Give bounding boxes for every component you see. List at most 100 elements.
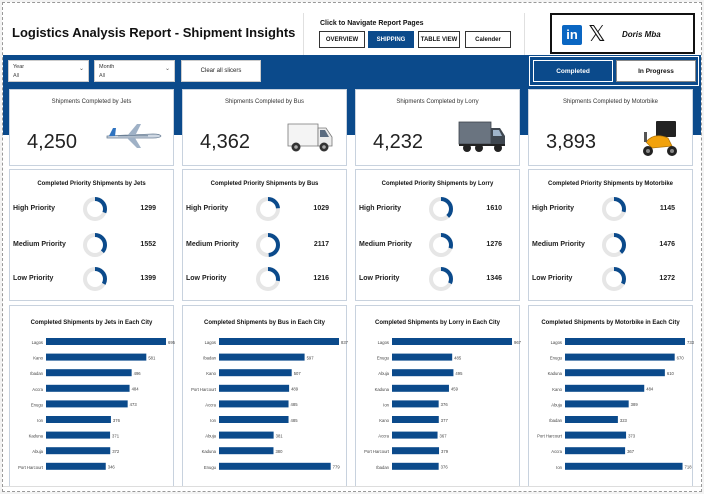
city-bar[interactable] <box>46 338 166 345</box>
chevron-down-icon[interactable]: ⌄ <box>164 66 170 72</box>
city-bar[interactable] <box>565 384 645 392</box>
city-tick-label: Lagos <box>378 340 389 345</box>
year-slicer[interactable]: Year All ⌄ <box>8 60 89 82</box>
gauge-fill[interactable] <box>83 233 107 257</box>
page-title: Logistics Analysis Report - Shipment Ins… <box>12 25 296 40</box>
city-bar[interactable] <box>392 447 440 455</box>
city-bar[interactable] <box>392 338 512 345</box>
nav-table-view-button[interactable]: TABLE VIEW <box>418 31 460 48</box>
kpi-card[interactable]: Shipments Completed by Jets 4,250 <box>9 89 174 166</box>
gauge-fill[interactable] <box>256 197 280 221</box>
priority-gauge <box>256 197 280 221</box>
gauge-fill[interactable] <box>602 197 626 221</box>
city-bar[interactable] <box>392 369 454 377</box>
x-icon[interactable]: 𝕏 <box>588 21 606 46</box>
priority-gauge <box>602 233 626 257</box>
priority-card-title: Completed Priority Shipments by Motorbik… <box>547 181 673 187</box>
city-bar[interactable] <box>219 338 339 345</box>
city-bar[interactable] <box>46 416 111 423</box>
city-bar[interactable] <box>392 400 439 408</box>
city-bar[interactable] <box>392 462 439 470</box>
motorbike-icon <box>638 118 682 165</box>
city-bar[interactable] <box>219 416 289 423</box>
priority-row: Medium Priority 1476 <box>529 230 692 260</box>
city-bar[interactable] <box>565 447 626 455</box>
gauge-fill[interactable] <box>83 267 107 291</box>
city-bar-data-label: 373 <box>628 433 636 438</box>
linkedin-icon[interactable]: in <box>562 25 582 45</box>
month-slicer-label: Month <box>99 64 115 70</box>
kpi-card[interactable]: Shipments Completed by Lorry 4,232 <box>355 89 520 166</box>
city-bar[interactable] <box>565 369 665 377</box>
city-bar[interactable] <box>46 431 111 439</box>
city-bar[interactable] <box>392 353 453 361</box>
gauge-fill[interactable] <box>429 197 453 221</box>
city-tick-label: Lagos <box>551 340 562 345</box>
city-tick-label: Accra <box>551 449 562 454</box>
city-bar[interactable] <box>565 431 627 439</box>
gauge-fill[interactable] <box>83 197 107 221</box>
city-bar[interactable] <box>392 416 439 423</box>
nav-shipping-button[interactable]: SHIPPING <box>368 31 414 48</box>
kpi-card[interactable]: Shipments Completed by Motorbike 3,893 <box>528 89 693 166</box>
priority-gauge <box>256 267 280 291</box>
city-chart-card[interactable]: Completed Shipments by Jets in Each City… <box>9 305 175 487</box>
gauge-fill[interactable] <box>602 267 626 291</box>
city-bar[interactable] <box>219 462 331 470</box>
completed-button[interactable]: Completed <box>533 60 613 82</box>
gauge-fill[interactable] <box>602 233 626 257</box>
city-bar-data-label: 597 <box>307 355 315 360</box>
kpi-card[interactable]: Shipments Completed by Bus 4,362 <box>182 89 347 166</box>
priority-row: High Priority 1299 <box>10 194 173 224</box>
city-bar[interactable] <box>219 369 292 377</box>
city-bar[interactable] <box>219 400 289 408</box>
priority-card[interactable]: Completed Priority Shipments by Lorry Hig… <box>355 169 520 301</box>
city-bar[interactable] <box>565 416 618 423</box>
priority-card[interactable]: Completed Priority Shipments by Motorbik… <box>528 169 693 301</box>
city-tick-label: Port Harcourt <box>364 449 390 454</box>
gauge-fill[interactable] <box>429 267 453 291</box>
mode-column: Shipments Completed by Motorbike 3,893 Com… <box>528 89 694 487</box>
city-chart-card[interactable]: Completed Shipments by Motorbike in Each… <box>528 305 694 487</box>
city-bar[interactable] <box>565 338 685 345</box>
city-bar[interactable] <box>392 384 449 392</box>
city-bar[interactable] <box>565 462 683 470</box>
priority-gauge <box>83 267 107 291</box>
priority-card[interactable]: Completed Priority Shipments by Jets High… <box>9 169 174 301</box>
city-bar-data-label: 323 <box>620 418 628 423</box>
clear-slicers-button[interactable]: Clear all slicers <box>181 60 261 82</box>
city-bar[interactable] <box>219 447 274 455</box>
city-bar[interactable] <box>565 353 675 361</box>
city-tick-label: Kano <box>206 371 216 376</box>
city-bar[interactable] <box>565 400 629 408</box>
nav-calender-button[interactable]: Calender <box>465 31 511 48</box>
city-bar[interactable] <box>46 384 130 392</box>
nav-overview-button[interactable]: OVERVIEW <box>319 31 365 48</box>
kpi-title: Shipments Completed by Motorbike <box>562 99 659 105</box>
city-bar[interactable] <box>219 431 274 439</box>
lorry-icon <box>457 118 509 161</box>
city-chart-card[interactable]: Completed Shipments by Lorry in Each Cit… <box>355 305 521 487</box>
priority-card[interactable]: Completed Priority Shipments by Bus High … <box>182 169 347 301</box>
city-chart-card[interactable]: Completed Shipments by Bus in Each City L… <box>182 305 348 487</box>
city-tick-label: Enugu <box>204 465 217 470</box>
city-bar[interactable] <box>219 384 290 392</box>
city-bar[interactable] <box>46 369 132 377</box>
city-bar[interactable] <box>219 353 305 361</box>
city-bar[interactable] <box>46 462 106 470</box>
gauge-fill[interactable] <box>256 267 280 291</box>
priority-label: Low Priority <box>359 275 400 282</box>
city-bar-data-label: 389 <box>631 402 639 407</box>
city-bar-data-label: 346 <box>108 465 116 470</box>
chevron-down-icon[interactable]: ⌄ <box>78 66 84 72</box>
gauge-fill[interactable] <box>429 233 453 257</box>
month-slicer[interactable]: Month All ⌄ <box>94 60 175 82</box>
gauge-fill[interactable] <box>256 233 280 257</box>
city-bar[interactable] <box>392 431 438 439</box>
in-progress-button[interactable]: In Progress <box>616 60 696 82</box>
city-chart-title: Completed Shipments by Lorry in Each Cit… <box>374 320 501 326</box>
city-bar[interactable] <box>46 353 147 361</box>
city-tick-label: Lagos <box>32 340 43 345</box>
city-bar[interactable] <box>46 447 111 455</box>
city-bar[interactable] <box>46 400 128 408</box>
